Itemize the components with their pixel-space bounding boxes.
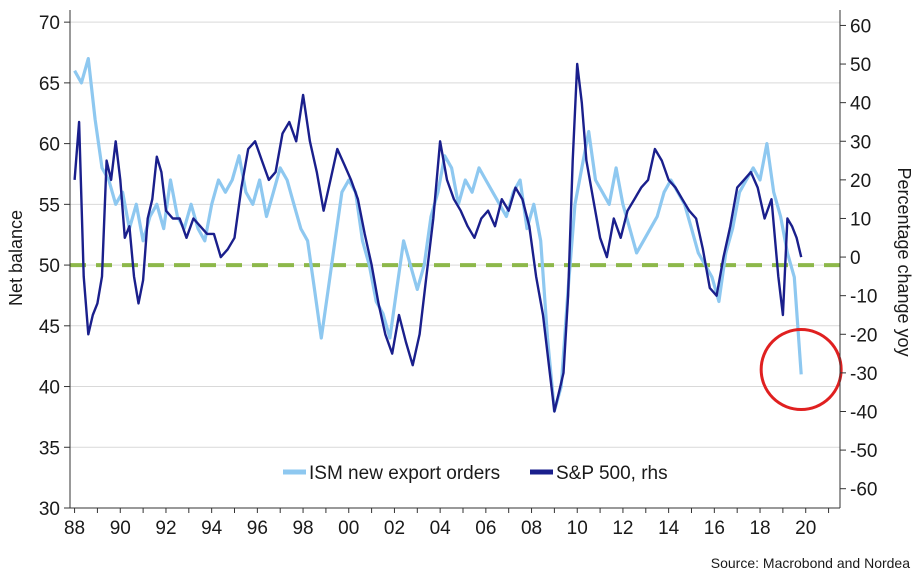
right-tick-label: 50 [850,55,871,76]
left-tick-label: 55 [39,195,60,216]
right-axis-ticks: -60 -50 -40 -30 -20 -10 0 10 20 30 40 50 60 [840,16,877,501]
left-axis-label: Net balance [6,210,26,306]
right-tick-label: -10 [850,287,877,308]
right-tick-label: -40 [850,402,877,423]
right-tick-label: 60 [850,16,871,37]
right-tick-label: -60 [850,480,877,501]
highlight-circle [759,328,843,412]
x-tick-label: 88 [64,518,85,539]
x-tick-label: 92 [155,518,176,539]
left-tick-label: 50 [39,256,60,277]
x-axis-ticks: 88 90 92 94 96 98 00 02 04 06 08 10 12 14 16 18 20 [64,508,830,539]
x-tick-label: 04 [430,518,452,539]
right-tick-label: -30 [850,364,877,385]
left-axis-ticks: 30 35 40 45 50 55 60 65 70 [39,13,70,520]
gridlines [70,21,840,509]
right-tick-label: 20 [850,171,871,192]
x-tick-label: 06 [475,518,496,539]
series-line-sp500 [73,62,803,413]
right-tick-label: 10 [850,209,871,230]
x-tick-label: 08 [521,518,542,539]
right-tick-label: 40 [850,94,871,115]
left-tick-label: 60 [39,135,60,156]
legend-label-sp500: S&P 500, rhs [556,463,668,484]
x-tick-label: 10 [567,518,588,539]
right-tick-label: -20 [850,325,877,346]
left-tick-label: 35 [39,438,60,459]
left-tick-label: 40 [39,378,60,399]
left-tick-label: 70 [39,13,60,34]
left-tick-label: 65 [39,74,60,95]
left-tick-label: 30 [39,499,60,520]
x-tick-label: 98 [292,518,313,539]
axes [69,10,841,509]
right-axis-label: Percentage change yoy [894,167,914,356]
x-tick-label: 18 [749,518,770,539]
left-tick-label: 45 [39,317,60,338]
x-tick-label: 90 [110,518,131,539]
series-line-ism [73,56,803,413]
right-tick-label: 30 [850,132,871,153]
source-note: Source: Macrobond and Nordea [710,555,910,571]
x-tick-label: 00 [338,518,359,539]
right-tick-label: -50 [850,441,877,462]
legend-label-ism: ISM new export orders [309,463,500,484]
x-tick-label: 12 [612,518,633,539]
x-tick-label: 14 [658,518,680,539]
legend: ISM new export orders S&P 500, rhs [283,463,668,484]
x-tick-label: 96 [247,518,268,539]
x-tick-label: 20 [795,518,816,539]
series-layer [73,56,803,413]
x-tick-label: 02 [384,518,405,539]
right-tick-label: 0 [850,248,861,269]
x-tick-label: 16 [704,518,725,539]
x-tick-label: 94 [201,518,223,539]
